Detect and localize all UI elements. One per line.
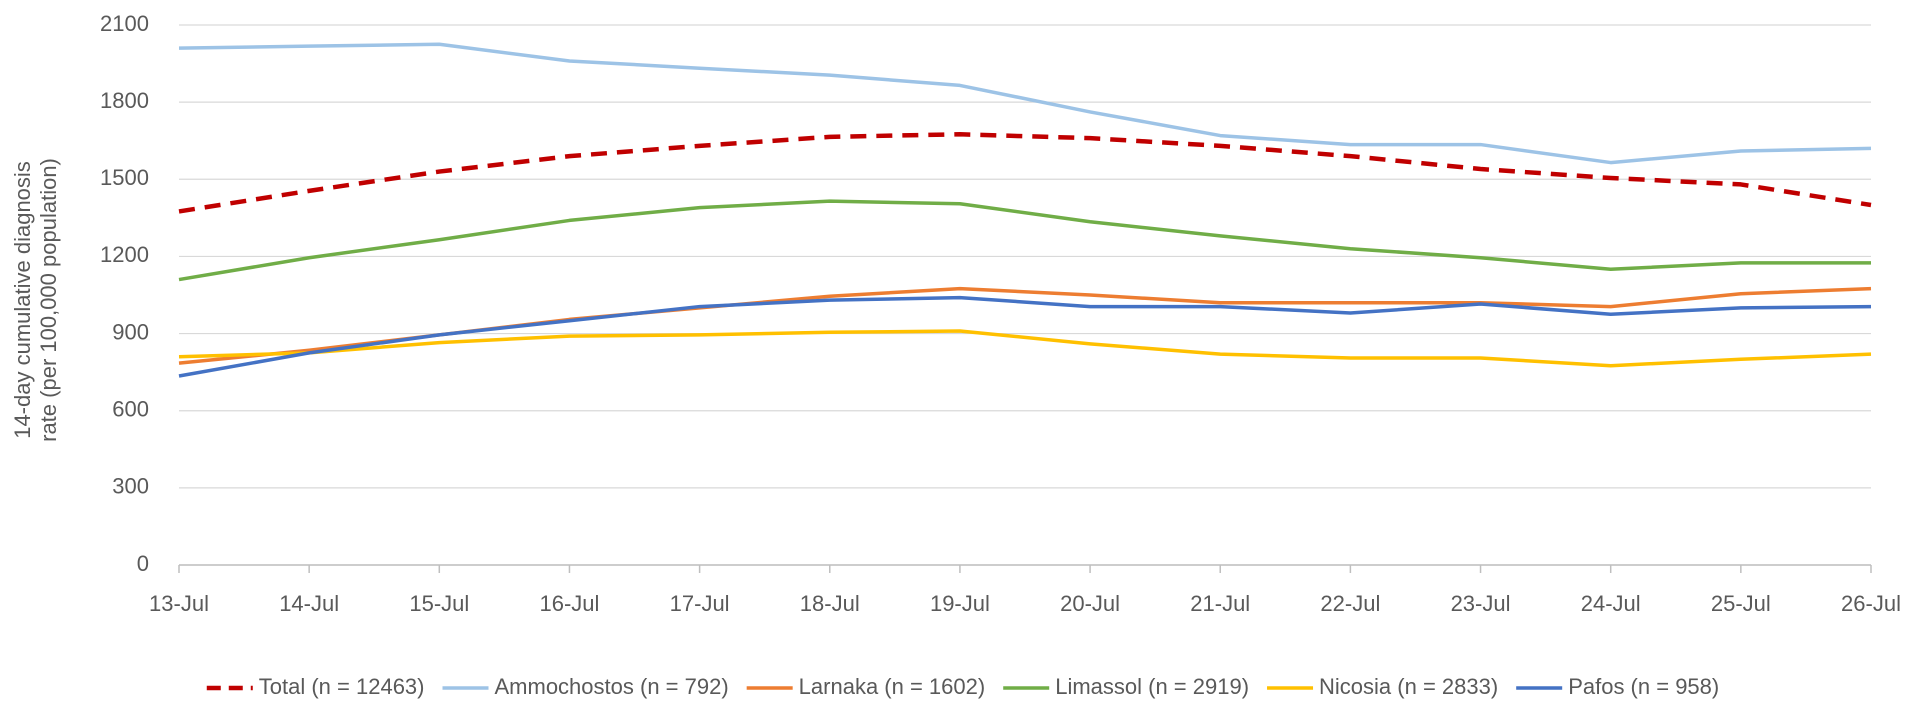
x-tick-label: 19-Jul <box>930 591 990 616</box>
legend-label: Larnaka (n = 1602) <box>799 674 986 699</box>
legend-label: Total (n = 12463) <box>259 674 425 699</box>
y-tick-label: 1800 <box>100 88 149 113</box>
x-tick-label: 21-Jul <box>1190 591 1250 616</box>
x-tick-label: 24-Jul <box>1581 591 1641 616</box>
y-axis-label: 14-day cumulative diagnosisrate (per 100… <box>10 158 61 442</box>
y-tick-label: 300 <box>112 474 149 499</box>
y-tick-label: 1500 <box>100 165 149 190</box>
y-tick-label: 2100 <box>100 11 149 36</box>
series-line <box>178 132 1872 214</box>
y-tick-label: 1200 <box>100 242 149 267</box>
legend-label: Pafos (n = 958) <box>1568 674 1719 699</box>
x-tick-label: 25-Jul <box>1711 591 1771 616</box>
x-tick-label: 16-Jul <box>540 591 600 616</box>
legend: Total (n = 12463) Ammochostos (n = 792) La… <box>206 674 1719 699</box>
series-line <box>178 295 1872 378</box>
series-line <box>178 286 1872 365</box>
x-tick-label: 18-Jul <box>800 591 860 616</box>
x-tick-label: 22-Jul <box>1320 591 1380 616</box>
x-tick-label: 15-Jul <box>409 591 469 616</box>
legend-label: Limassol (n = 2919) <box>1055 674 1249 699</box>
series-line <box>178 329 1872 368</box>
x-tick-label: 13-Jul <box>149 591 209 616</box>
x-tick-label: 17-Jul <box>670 591 730 616</box>
x-tick-label: 23-Jul <box>1451 591 1511 616</box>
x-tick-label: 26-Jul <box>1841 591 1901 616</box>
y-tick-label: 900 <box>112 319 149 344</box>
x-tick-label: 14-Jul <box>279 591 339 616</box>
series-line <box>178 42 1872 165</box>
legend-label: Ammochostos (n = 792) <box>495 674 729 699</box>
y-tick-label: 0 <box>137 551 149 576</box>
series-line <box>178 199 1871 282</box>
x-tick-label: 20-Jul <box>1060 591 1120 616</box>
y-tick-label: 600 <box>112 397 149 422</box>
legend-label: Nicosia (n = 2833) <box>1319 674 1498 699</box>
